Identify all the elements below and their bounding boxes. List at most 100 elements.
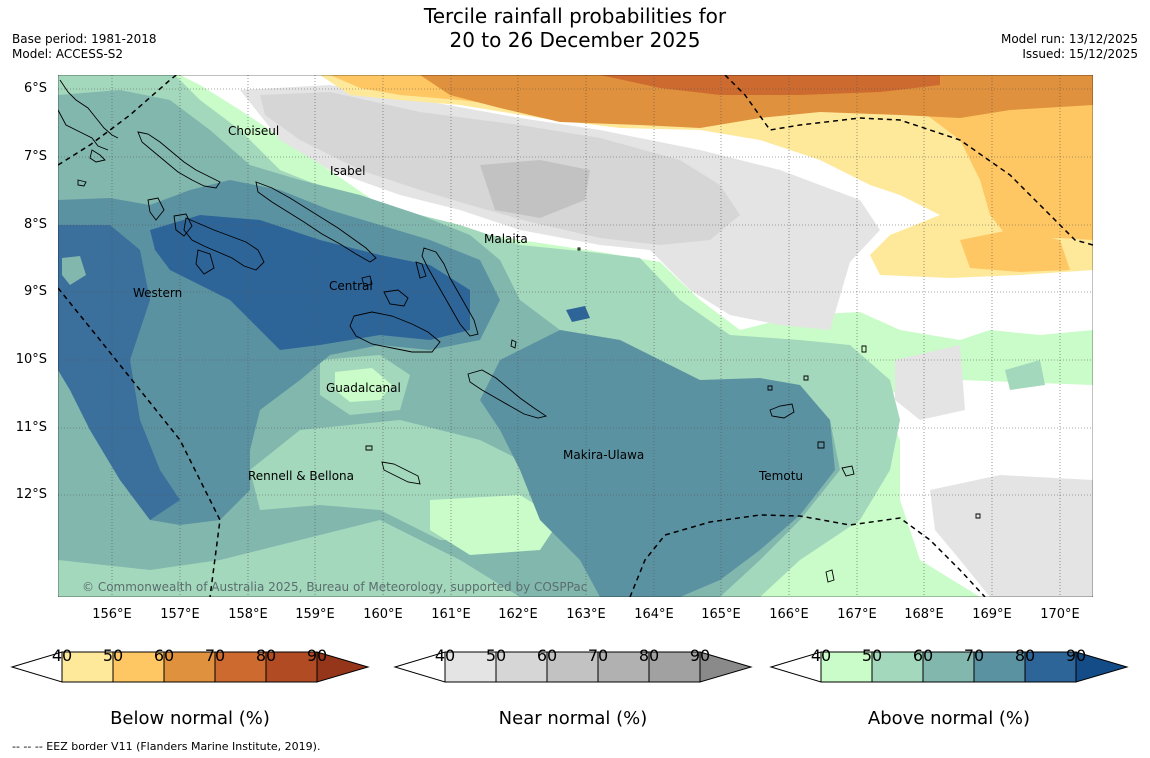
above-tick-50: 50	[861, 646, 883, 665]
province-central: Central	[329, 279, 373, 293]
colorbar-below-seg	[214, 651, 267, 683]
field-above-70-east	[480, 330, 835, 597]
lon-label-156e: 156°E	[92, 607, 132, 622]
lon-label-163e: 163°E	[566, 607, 606, 622]
field-near-40-se	[895, 345, 965, 420]
island-santa-cruz	[769, 403, 795, 419]
colorbar-below-seg	[112, 651, 165, 683]
field-below-70	[600, 75, 940, 95]
field-above-60-dot	[62, 256, 86, 285]
issued-date: Issued: 15/12/2025	[1022, 47, 1138, 61]
island-new-georgia	[183, 217, 265, 271]
colorbar-below-over	[316, 651, 370, 683]
field-near-60-north	[480, 160, 590, 218]
colorbar-above	[769, 651, 1129, 683]
lon-label-169e: 169°E	[972, 607, 1012, 622]
near-tick-50: 50	[485, 646, 507, 665]
colorbar-below	[10, 651, 370, 683]
field-above-80-dot	[566, 306, 590, 322]
island-central	[383, 289, 409, 307]
lon-label-162e: 162°E	[498, 607, 538, 622]
model-name: Model: ACCESS-S2	[12, 47, 124, 61]
above-tick-60: 60	[912, 646, 934, 665]
island-makira	[467, 369, 548, 419]
lon-label-157e: 157°E	[160, 607, 200, 622]
island-guadalcanal	[349, 311, 441, 353]
below-tick-60: 60	[153, 646, 175, 665]
map-area	[58, 75, 1093, 597]
island-choiseul	[137, 131, 221, 189]
field-above-80-west	[58, 225, 180, 520]
eez-footnote: -- -- -- EEZ border V11 (Flanders Marine…	[12, 740, 321, 753]
near-tick-40: 40	[434, 646, 456, 665]
field-below-60	[420, 75, 1093, 128]
meta-right: Model run: 13/12/2025 Issued: 15/12/2025	[1001, 32, 1138, 62]
colorbar-above-seg	[973, 651, 1026, 683]
lon-label-166e: 166°E	[769, 607, 809, 622]
province-temotu: Temotu	[759, 469, 804, 483]
colorbar-above-seg	[871, 651, 924, 683]
province-isabel: Isabel	[330, 164, 366, 178]
lat-label-8s: 8°S	[23, 217, 47, 232]
field-guadal-hole-inner	[335, 368, 392, 402]
lon-label-170e: 170°E	[1040, 607, 1080, 622]
colorbar-below-seg	[163, 651, 216, 683]
near-tick-90: 90	[689, 646, 711, 665]
lon-label-164e: 164°E	[634, 607, 674, 622]
lon-label-167e: 167°E	[837, 607, 877, 622]
province-malaita: Malaita	[484, 232, 528, 246]
colorbar-near-over	[699, 651, 753, 683]
field-south-light2	[430, 495, 560, 555]
above-tick-90: 90	[1065, 646, 1087, 665]
island-malaita	[421, 247, 479, 337]
meta-left: Base period: 1981-2018 Model: ACCESS-S2	[12, 32, 157, 62]
lon-label-158e: 158°E	[228, 607, 268, 622]
province-rennell-bellona: Rennell & Bellona	[248, 469, 355, 483]
base-period: Base period: 1981-2018	[12, 32, 157, 46]
above-tick-70: 70	[963, 646, 985, 665]
below-tick-40: 40	[51, 646, 73, 665]
colorbar-below-seg	[265, 651, 318, 683]
province-western: Western	[133, 286, 183, 300]
below-tick-50: 50	[102, 646, 124, 665]
near-tick-80: 80	[638, 646, 660, 665]
legend-below-title: Below normal (%)	[110, 708, 270, 729]
colorbar-above-seg	[922, 651, 975, 683]
colorbar-near-seg	[495, 651, 548, 683]
lon-label-160e: 160°E	[363, 607, 403, 622]
colorbar-near	[393, 651, 753, 683]
near-tick-70: 70	[587, 646, 609, 665]
colorbar-near-seg	[648, 651, 701, 683]
field-below-50-east	[960, 230, 1070, 272]
below-tick-90: 90	[306, 646, 328, 665]
province-guadalcanal: Guadalcanal	[326, 381, 401, 395]
title-line-1: Tercile rainfall probabilities for	[423, 4, 727, 28]
field-below-40	[320, 75, 1093, 278]
province-makira-ulawa: Makira-Ulawa	[563, 448, 645, 462]
below-tick-80: 80	[255, 646, 277, 665]
province-choiseul: Choiseul	[228, 124, 280, 138]
lat-label-7s: 7°S	[23, 149, 47, 164]
field-above-80	[150, 215, 470, 350]
island-rennell	[381, 461, 421, 485]
above-tick-40: 40	[810, 646, 832, 665]
island-isabel	[255, 181, 377, 263]
islands	[58, 79, 981, 583]
colorbar-above-over	[1075, 651, 1129, 683]
lon-label-161e: 161°E	[431, 607, 471, 622]
lat-label-9s: 9°S	[23, 284, 47, 299]
lon-label-159e: 159°E	[295, 607, 335, 622]
near-tick-60: 60	[536, 646, 558, 665]
title-line-2: 20 to 26 December 2025	[449, 28, 701, 52]
field-above-50-ne	[1005, 360, 1045, 390]
copyright-notice: © Commonwealth of Australia 2025, Bureau…	[82, 580, 588, 594]
above-tick-80: 80	[1014, 646, 1036, 665]
model-run: Model run: 13/12/2025	[1000, 32, 1138, 46]
lat-label-10s: 10°S	[15, 352, 47, 367]
eez-border	[58, 75, 1093, 597]
lat-label-6s: 6°S	[23, 81, 47, 96]
legend-near-title: Near normal (%)	[498, 708, 648, 729]
lat-label-11s: 11°S	[15, 420, 47, 435]
lon-label-165e: 165°E	[701, 607, 741, 622]
